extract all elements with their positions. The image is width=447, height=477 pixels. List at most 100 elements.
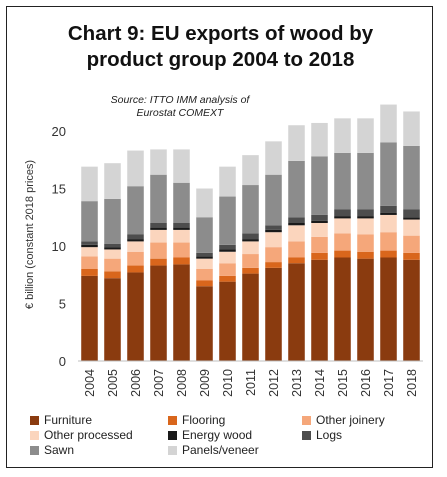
bar-segment xyxy=(334,250,351,258)
bar-segment xyxy=(288,257,305,264)
bar-segment xyxy=(380,142,397,206)
chart-title-line-1: Chart 9: EU exports of wood by xyxy=(67,22,374,45)
bar-segment xyxy=(265,232,282,248)
bar-segment xyxy=(334,118,351,153)
bar-segment xyxy=(242,239,259,242)
chart-source-note: Source: ITTO IMM analysis of Eurostat CO… xyxy=(85,94,275,120)
bar-segment xyxy=(357,251,374,259)
bar-segment xyxy=(173,149,190,183)
bar-segment xyxy=(173,242,190,258)
bar-segment xyxy=(311,223,328,237)
bar-segment xyxy=(265,247,282,263)
bar-segment xyxy=(357,234,374,252)
bar-segment xyxy=(403,111,420,146)
y-tick-label: 0 xyxy=(59,354,66,369)
legend-swatch xyxy=(168,430,177,440)
bar-segment xyxy=(311,259,328,361)
bar-segment xyxy=(334,209,351,217)
legend-label: Sawn xyxy=(44,443,75,457)
bar-segment xyxy=(196,269,213,281)
bar-segment xyxy=(219,275,236,282)
bar-segment xyxy=(104,247,121,250)
legend-swatch xyxy=(30,430,39,440)
bar-segment xyxy=(104,258,121,272)
bar-segment xyxy=(311,236,328,253)
x-tick-label: 2017 xyxy=(382,369,396,397)
legend-swatch xyxy=(168,415,177,425)
x-tick-label: 2008 xyxy=(175,369,189,397)
bar-segment xyxy=(357,209,374,217)
bar-segment xyxy=(380,205,397,213)
legend-item: Furniture xyxy=(30,413,92,427)
x-tick-label: 2007 xyxy=(152,369,166,397)
legend-swatch xyxy=(302,430,311,440)
bar-segment xyxy=(380,232,397,251)
bar-segment xyxy=(334,218,351,234)
chart-title: Chart 9: EU exports of wood by product g… xyxy=(7,21,434,73)
bar-segment xyxy=(403,219,420,236)
legend-label: Furniture xyxy=(44,413,93,427)
legend-item: Flooring xyxy=(168,413,225,427)
bar-segment xyxy=(311,214,328,221)
legend-label: Logs xyxy=(316,428,343,442)
bar-segment xyxy=(288,241,305,258)
legend-item: Panels/veneer xyxy=(168,443,259,457)
bar-segment xyxy=(242,155,259,186)
bar-segment xyxy=(104,163,121,199)
bar-segment xyxy=(242,185,259,234)
bar-segment xyxy=(334,216,351,219)
bar-segment xyxy=(288,225,305,242)
bar-segment xyxy=(219,263,236,276)
bar-segment xyxy=(357,218,374,235)
x-tick-label: 2004 xyxy=(83,369,97,397)
bar-segment xyxy=(265,174,282,226)
bar-segment xyxy=(104,271,121,279)
bar-segment xyxy=(196,258,213,269)
bar-segment xyxy=(196,256,213,259)
bar-segment xyxy=(150,265,167,361)
bar-segment xyxy=(150,174,167,223)
bar-segment xyxy=(104,198,121,244)
legend-label: Other processed xyxy=(44,428,133,442)
bar-segment xyxy=(150,229,167,243)
legend-item: Sawn xyxy=(30,443,74,457)
legend-swatch xyxy=(30,415,39,425)
bar-segment xyxy=(357,258,374,361)
legend-item: Logs xyxy=(302,428,342,442)
bar-segment xyxy=(150,227,167,230)
y-tick-label: 20 xyxy=(52,124,66,139)
bar-segment xyxy=(357,152,374,210)
bar-segment xyxy=(104,278,121,361)
bar-segment xyxy=(265,262,282,268)
bar-segment xyxy=(127,186,144,235)
bar-segment xyxy=(81,201,98,242)
legend-item: Energy wood xyxy=(168,428,252,442)
source-line-1: Source: ITTO IMM analysis of xyxy=(110,94,250,106)
chart-title-line-2: product group 2004 to 2018 xyxy=(86,48,355,71)
legend-item: Other joinery xyxy=(302,413,385,427)
legend-label: Other joinery xyxy=(316,413,385,427)
y-axis-label: € billion (constant 2018 prices) xyxy=(24,160,36,309)
bar-segment xyxy=(173,227,190,230)
bar-segment xyxy=(242,254,259,268)
x-tick-label: 2011 xyxy=(244,369,258,396)
legend-label: Flooring xyxy=(182,413,226,427)
bar-segment xyxy=(150,258,167,266)
bar-segment xyxy=(219,166,236,197)
bar-segment xyxy=(242,267,259,274)
bar-segment xyxy=(288,125,305,161)
bar-segment xyxy=(150,223,167,228)
bar-segment xyxy=(242,241,259,255)
bar-segment xyxy=(265,229,282,233)
x-tick-label: 2009 xyxy=(198,369,212,397)
bar-segment xyxy=(311,252,328,260)
x-tick-label: 2013 xyxy=(290,369,304,397)
bar-segment xyxy=(196,280,213,287)
x-tick-label: 2006 xyxy=(129,369,143,397)
bar-segment xyxy=(265,267,282,361)
legend-label: Energy wood xyxy=(182,428,253,442)
bar-segment xyxy=(173,229,190,243)
bar-segment xyxy=(127,265,144,273)
y-tick-label: 10 xyxy=(52,239,66,254)
